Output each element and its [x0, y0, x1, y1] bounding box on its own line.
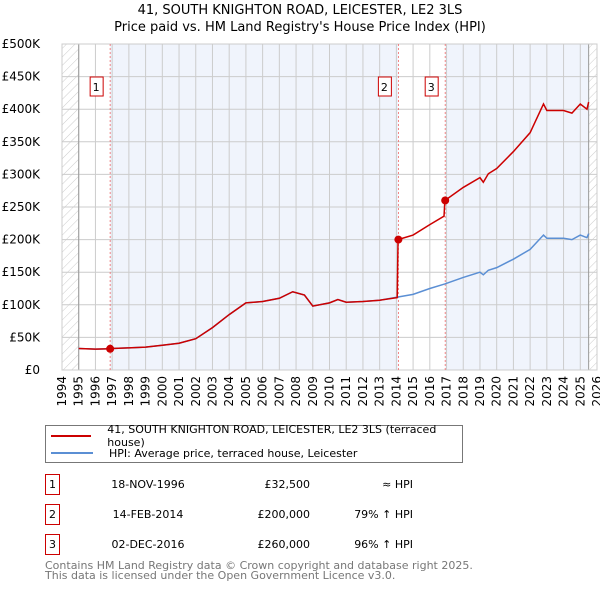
plot-border [61, 43, 598, 371]
sale-price: £260,000 [257, 538, 311, 551]
sale-label-box [424, 76, 439, 97]
x-tick-label: 2012 [356, 376, 370, 407]
y-tick-label: £250K [2, 200, 42, 214]
x-tick-label: 2003 [205, 376, 219, 407]
chart-title: 41, SOUTH KNIGHTON ROAD, LEICESTER, LE2 … [137, 3, 463, 18]
x-tick-label: 2011 [339, 376, 353, 407]
y-tick-label: £50K [9, 330, 41, 344]
legend-blue-line [51, 452, 93, 454]
chart-subtitle: Price paid vs. HM Land Registry's House … [114, 20, 486, 35]
price-chart: 1994 1995 1996 1997 1998 1999 2000 2001 2002 2003… [2, 37, 600, 407]
x-tick-label: 2005 [239, 376, 253, 407]
x-tick-label: 1996 [88, 376, 102, 407]
sale-vs-hpi: 79% ↑ HPI [354, 508, 413, 521]
x-tick-label: 2020 [490, 376, 504, 407]
sale-label: 3 [428, 81, 435, 94]
x-tick-label: 2001 [172, 376, 186, 407]
sale-date: 18-NOV-1996 [111, 478, 185, 491]
sale-point [441, 196, 450, 205]
sale-date: 14-FEB-2014 [112, 508, 184, 521]
sale-date: 02-DEC-2016 [111, 538, 185, 551]
x-tick-label: 1994 [55, 376, 69, 407]
x-tick-label: 1999 [139, 376, 153, 407]
x-tick-label: 1995 [72, 376, 86, 407]
y-tick-label: £350K [2, 135, 42, 149]
y-tick-label: £200K [2, 233, 42, 247]
price-paid-line [78, 101, 590, 350]
legend-blue-label: HPI: Average price, terraced house, Leic… [109, 446, 358, 460]
x-tick-label: 2004 [222, 376, 236, 407]
y-tick-label: £100K [2, 298, 42, 312]
legend: 41, SOUTH KNIGHTON ROAD, LEICESTER, LE2 … [45, 423, 463, 463]
footer-line1: Contains HM Land Registry data © Crown c… [45, 559, 473, 572]
y-tick-label: £300K [2, 167, 42, 181]
x-tick-label: 1997 [105, 376, 119, 407]
x-tick-label: 2014 [389, 376, 403, 407]
sale-number: 3 [45, 534, 60, 555]
y-tick-label: £500K [2, 37, 42, 51]
sale-point [106, 344, 115, 353]
x-tick-label: 2015 [406, 376, 420, 407]
x-tick-label: 2006 [256, 376, 270, 407]
sale-row: 3 02-DEC-2016 £260,000 96% ↑ HPI [45, 534, 465, 555]
x-tick-label: 2008 [289, 376, 303, 407]
x-tick-label: 2022 [523, 376, 537, 407]
sale-label: 2 [381, 81, 388, 94]
x-tick-label: 2023 [540, 376, 554, 407]
x-tick-label: 1998 [122, 376, 136, 407]
sale-price: £32,500 [264, 478, 311, 491]
sale-vs-hpi: ≈ HPI [382, 478, 413, 491]
x-tick-label: 2013 [373, 376, 387, 407]
x-tick-label: 2018 [456, 376, 470, 407]
y-tick-label: £400K [2, 102, 42, 116]
sale-vs-hpi: 96% ↑ HPI [354, 538, 413, 551]
sale-number: 2 [45, 504, 60, 525]
sale-row: 2 14-FEB-2014 £200,000 79% ↑ HPI [45, 504, 465, 525]
sale-price: £200,000 [257, 508, 311, 521]
sale-row: 1 18-NOV-1996 £32,500 ≈ HPI [45, 474, 465, 495]
x-tick-label: 2021 [506, 376, 520, 407]
legend-red-line [51, 435, 92, 437]
sale-label: 1 [93, 81, 100, 94]
sale-label-box [89, 76, 104, 97]
x-tick-label: 2016 [423, 376, 437, 407]
x-tick-label: 2019 [473, 376, 487, 407]
x-tick-label: 2024 [557, 376, 571, 407]
sale-number: 1 [45, 474, 60, 495]
y-tick-label: £450K [2, 70, 42, 84]
sale-point [394, 235, 403, 244]
x-tick-label: 2002 [189, 376, 203, 407]
x-tick-label: 2009 [306, 376, 320, 407]
x-tick-label: 2010 [323, 376, 337, 407]
x-tick-label: 2025 [573, 376, 587, 407]
sale-label-box [377, 76, 392, 97]
footer-line2: This data is licensed under the Open Gov… [45, 569, 396, 582]
x-tick-label: 2026 [590, 376, 600, 407]
legend-red-label: 41, SOUTH KNIGHTON ROAD, LEICESTER, LE2 … [107, 423, 437, 449]
y-tick-label: £150K [2, 265, 42, 279]
x-tick-label: 2007 [272, 376, 286, 407]
x-tick-label: 2017 [440, 376, 454, 407]
x-tick-label: 2000 [155, 376, 169, 407]
y-tick-label: £0 [25, 363, 40, 377]
